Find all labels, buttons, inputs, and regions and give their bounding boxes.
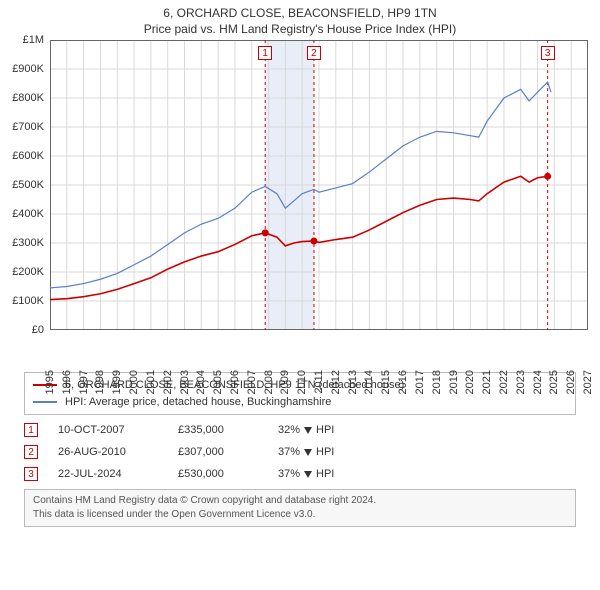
- x-axis-tick-label: 2004: [195, 370, 207, 394]
- transaction-diff: 37% HPI: [278, 468, 334, 480]
- x-axis-tick-label: 2026: [565, 370, 577, 394]
- chart-subtitle: Price paid vs. HM Land Registry's House …: [0, 20, 600, 40]
- x-axis-tick-label: 1997: [78, 370, 90, 394]
- transaction-price: £530,000: [178, 468, 258, 480]
- y-axis-tick-label: £300K: [12, 237, 44, 249]
- x-axis-tick-label: 2012: [330, 370, 342, 394]
- x-axis-tick-label: 2002: [162, 370, 174, 394]
- y-axis-tick-label: £700K: [12, 121, 44, 133]
- transaction-date: 22-JUL-2024: [58, 468, 158, 480]
- x-axis-tick-label: 2023: [515, 370, 527, 394]
- transaction-row: 2 26-AUG-2010 £307,000 37% HPI: [24, 441, 576, 463]
- footer-attribution: Contains HM Land Registry data © Crown c…: [24, 489, 576, 527]
- transaction-row: 1 10-OCT-2007 £335,000 32% HPI: [24, 419, 576, 441]
- x-axis-tick-label: 2006: [229, 370, 241, 394]
- x-axis-tick-label: 2014: [363, 370, 375, 394]
- footer-line: Contains HM Land Registry data © Crown c…: [33, 494, 567, 508]
- x-axis-tick-label: 2019: [448, 370, 460, 394]
- x-axis-tick-label: 2022: [498, 370, 510, 394]
- transaction-marker: 1: [24, 423, 38, 437]
- y-axis-tick-label: £100K: [12, 295, 44, 307]
- transaction-marker: 3: [24, 467, 38, 481]
- transaction-diff: 32% HPI: [278, 424, 334, 436]
- x-axis-tick-label: 2007: [246, 370, 258, 394]
- x-axis-tick-label: 2011: [313, 370, 325, 394]
- x-axis-tick-label: 1999: [111, 370, 123, 394]
- legend-swatch: [33, 401, 57, 403]
- transaction-date: 26-AUG-2010: [58, 446, 158, 458]
- y-axis-tick-label: £900K: [12, 63, 44, 75]
- callout-marker: 3: [541, 46, 555, 60]
- x-axis-tick-label: 1996: [61, 370, 73, 394]
- x-axis-tick-label: 2020: [464, 370, 476, 394]
- x-axis-tick-label: 2021: [481, 370, 493, 394]
- y-axis-tick-label: £0: [32, 324, 44, 336]
- down-arrow-icon: [304, 427, 312, 434]
- callout-marker: 1: [258, 46, 272, 60]
- y-axis-tick-label: £1M: [23, 34, 44, 46]
- chart-area: £0£100K£200K£300K£400K£500K£600K£700K£80…: [50, 40, 588, 366]
- x-axis-tick-label: 2024: [532, 370, 544, 394]
- transaction-price: £335,000: [178, 424, 258, 436]
- transaction-date: 10-OCT-2007: [58, 424, 158, 436]
- callout-marker: 2: [307, 46, 321, 60]
- chart-title: 6, ORCHARD CLOSE, BEACONSFIELD, HP9 1TN: [0, 0, 600, 20]
- y-axis-tick-label: £400K: [12, 208, 44, 220]
- x-axis-tick-label: 2027: [582, 370, 594, 394]
- y-axis-tick-label: £800K: [12, 92, 44, 104]
- x-axis-tick-label: 1995: [44, 370, 56, 394]
- x-axis-tick-label: 2010: [296, 370, 308, 394]
- x-axis-tick-label: 2013: [347, 370, 359, 394]
- legend-label: HPI: Average price, detached house, Buck…: [65, 394, 331, 411]
- transaction-marker: 2: [24, 445, 38, 459]
- x-axis-tick-label: 2000: [128, 370, 140, 394]
- x-axis-tick-label: 2018: [431, 370, 443, 394]
- x-axis-tick-label: 2003: [179, 370, 191, 394]
- x-axis-tick-label: 2017: [414, 370, 426, 394]
- x-axis-tick-label: 2001: [145, 370, 157, 394]
- y-axis-tick-label: £200K: [12, 266, 44, 278]
- x-axis-tick-label: 2025: [548, 370, 560, 394]
- chart-svg: [50, 40, 588, 330]
- x-axis-tick-label: 2005: [212, 370, 224, 394]
- x-axis-tick-label: 2016: [397, 370, 409, 394]
- x-axis-tick-label: 1998: [94, 370, 106, 394]
- transaction-row: 3 22-JUL-2024 £530,000 37% HPI: [24, 463, 576, 485]
- x-axis-tick-label: 2009: [279, 370, 291, 394]
- y-axis-tick-label: £600K: [12, 150, 44, 162]
- footer-line: This data is licensed under the Open Gov…: [33, 508, 567, 522]
- x-axis-tick-label: 2015: [380, 370, 392, 394]
- down-arrow-icon: [304, 449, 312, 456]
- transaction-price: £307,000: [178, 446, 258, 458]
- x-axis-tick-label: 2008: [263, 370, 275, 394]
- transactions-table: 1 10-OCT-2007 £335,000 32% HPI 2 26-AUG-2010 £…: [24, 419, 576, 485]
- legend-item-hpi: HPI: Average price, detached house, Buck…: [33, 394, 567, 411]
- down-arrow-icon: [304, 471, 312, 478]
- transaction-diff: 37% HPI: [278, 446, 334, 458]
- y-axis-tick-label: £500K: [12, 179, 44, 191]
